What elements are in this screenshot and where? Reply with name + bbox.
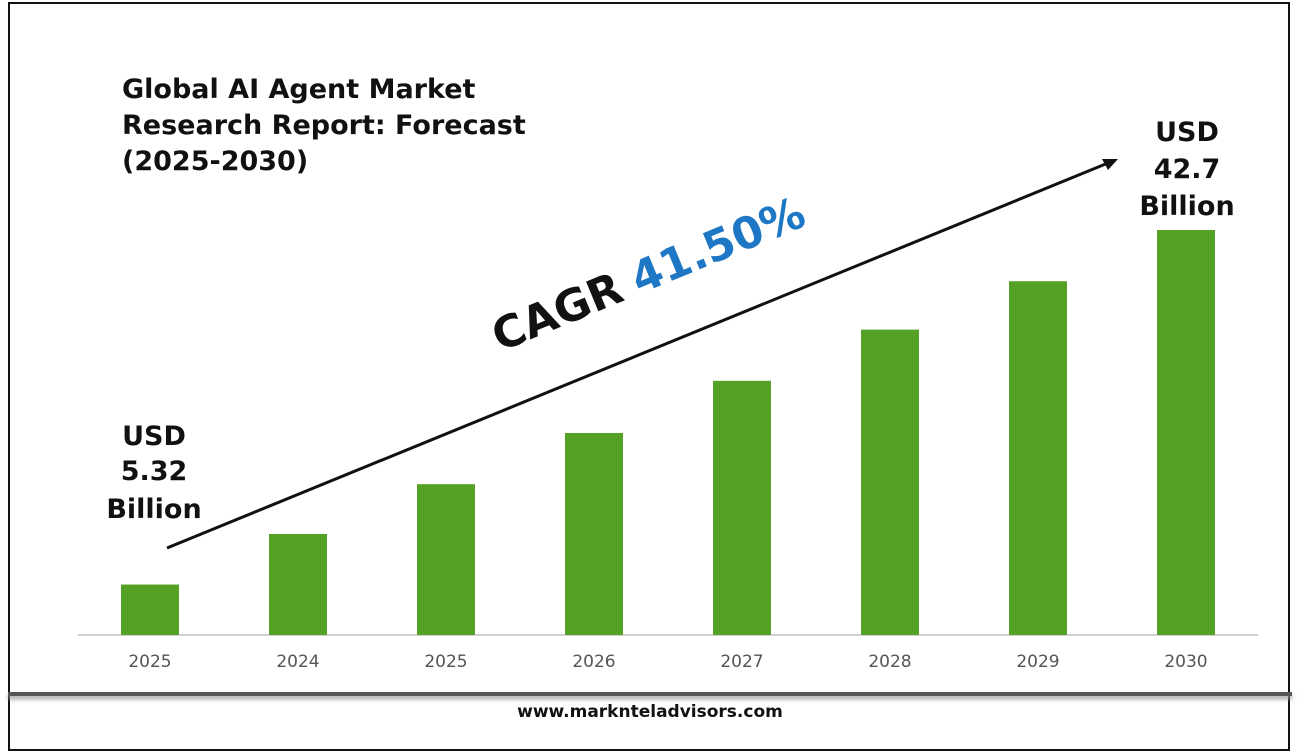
- chart-frame: [8, 2, 1290, 751]
- bar-2027: [713, 380, 771, 635]
- footer-divider: [8, 692, 1292, 696]
- x-tick-label: 2027: [720, 652, 763, 672]
- end-value-label: USD 42.7 Billion: [1139, 117, 1234, 222]
- cagr-value: 41.50%: [624, 187, 813, 304]
- title-line: Global AI Agent Market: [122, 74, 476, 105]
- start-label-line: Billion: [106, 494, 201, 525]
- x-tick-label: 2026: [572, 652, 615, 672]
- cagr-label: CAGR: [485, 263, 630, 362]
- x-tick-label: 2030: [1164, 652, 1207, 672]
- bar-2030: [1157, 230, 1215, 635]
- title-line: (2025-2030): [122, 146, 309, 177]
- bar-2025: [417, 484, 475, 635]
- x-tick-label: 2025: [128, 652, 171, 672]
- start-label-line: USD: [122, 421, 186, 452]
- x-tick-label: 2029: [1016, 652, 1059, 672]
- x-tick-label: 2028: [868, 652, 911, 672]
- start-value-label: USD 5.32 Billion: [106, 421, 201, 525]
- start-label-line: 5.32: [121, 456, 188, 487]
- bar-2029: [1009, 281, 1067, 635]
- end-label-line: Billion: [1139, 191, 1234, 222]
- cagr-annotation: CAGR41.50%: [485, 187, 813, 362]
- trend-arrow-line: [166, 161, 1109, 550]
- bar-2026: [565, 432, 623, 635]
- x-tick-label: 2024: [276, 652, 319, 672]
- footer-website: www.marknteladvisors.com: [517, 702, 783, 722]
- chart-title: Global AI Agent Market Research Report: …: [122, 72, 526, 180]
- end-label-line: USD: [1155, 117, 1219, 148]
- trend-arrow-head-icon: [1102, 159, 1118, 170]
- bar-2024: [269, 533, 327, 635]
- end-label-line: 42.7: [1154, 154, 1221, 185]
- bar-2028: [861, 329, 919, 635]
- x-tick-label: 2025: [424, 652, 467, 672]
- title-line: Research Report: Forecast: [122, 110, 526, 141]
- bar-2025: [121, 584, 179, 635]
